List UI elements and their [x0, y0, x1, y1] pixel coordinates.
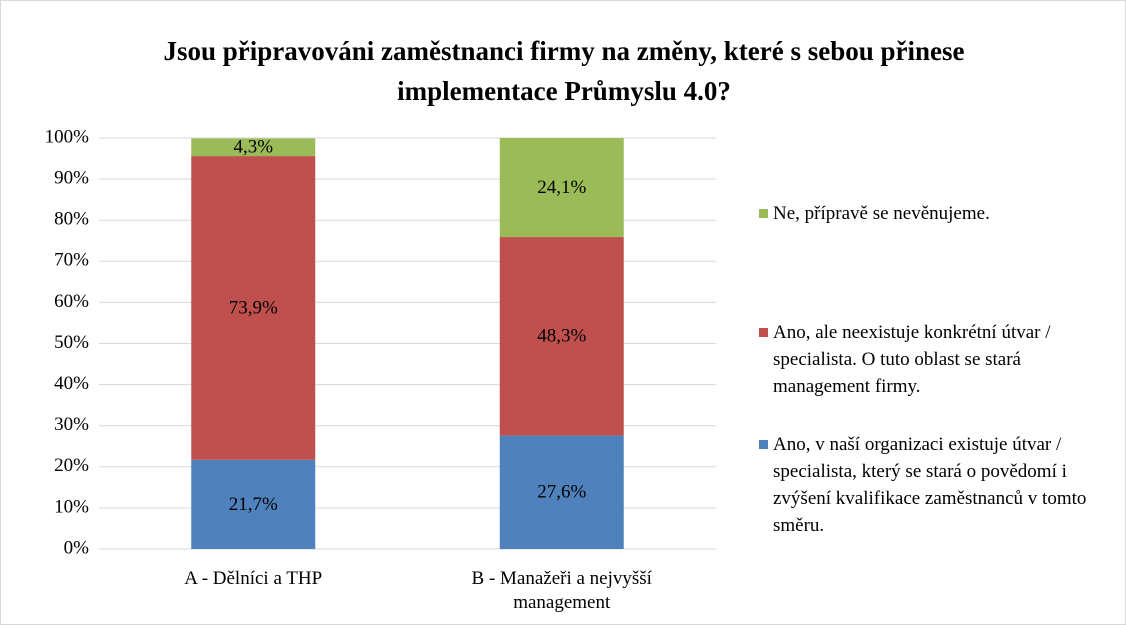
legend-label: Ne, přípravě se nevěnujeme. — [773, 203, 990, 224]
bar-segment — [191, 138, 316, 157]
y-tick-label: 10% — [54, 496, 89, 517]
bar-segment — [499, 237, 624, 436]
bar-segment — [191, 156, 316, 460]
chart-title: Jsou připravováni zaměstnanci firmy na z… — [163, 36, 965, 106]
y-tick-label: 40% — [54, 373, 89, 394]
legend-label: Ano, ale neexistuje konkrétní útvar / sp… — [773, 322, 1051, 397]
y-tick-label: 80% — [54, 209, 89, 230]
bar-segment — [499, 138, 624, 238]
y-tick-label: 70% — [54, 250, 89, 271]
legend-label: Ano, v naší organizaci existuje útvar / … — [773, 434, 1087, 536]
y-tick-label: 30% — [54, 414, 89, 435]
legend-item: Ano, ale neexistuje konkrétní útvar / sp… — [759, 319, 1113, 400]
legend-swatch — [759, 440, 768, 449]
y-tick-label: 100% — [45, 126, 90, 147]
y-tick-label: 0% — [64, 537, 90, 558]
data-label: 4,3% — [233, 137, 273, 158]
data-label: 48,3% — [537, 326, 586, 347]
legend-item: Ne, přípravě se nevěnujeme. — [759, 200, 1113, 227]
x-tick-label: B - Manažeři a nejvyšší management — [471, 568, 652, 613]
x-tick-label: A - Dělníci a THP — [184, 568, 323, 589]
legend-swatch — [759, 209, 768, 218]
y-tick-label: 60% — [54, 291, 89, 312]
data-label: 27,6% — [537, 482, 586, 503]
bar-segment — [499, 435, 624, 549]
data-label: 21,7% — [229, 494, 278, 515]
legend-swatch — [759, 328, 768, 337]
y-tick-label: 20% — [54, 455, 89, 476]
legend-item: Ano, v naší organizaci existuje útvar / … — [759, 431, 1113, 539]
data-label: 73,9% — [229, 297, 278, 318]
y-tick-label: 90% — [54, 167, 89, 188]
y-tick-label: 50% — [54, 332, 89, 353]
bar-segment — [191, 459, 316, 549]
data-label: 24,1% — [537, 177, 586, 198]
